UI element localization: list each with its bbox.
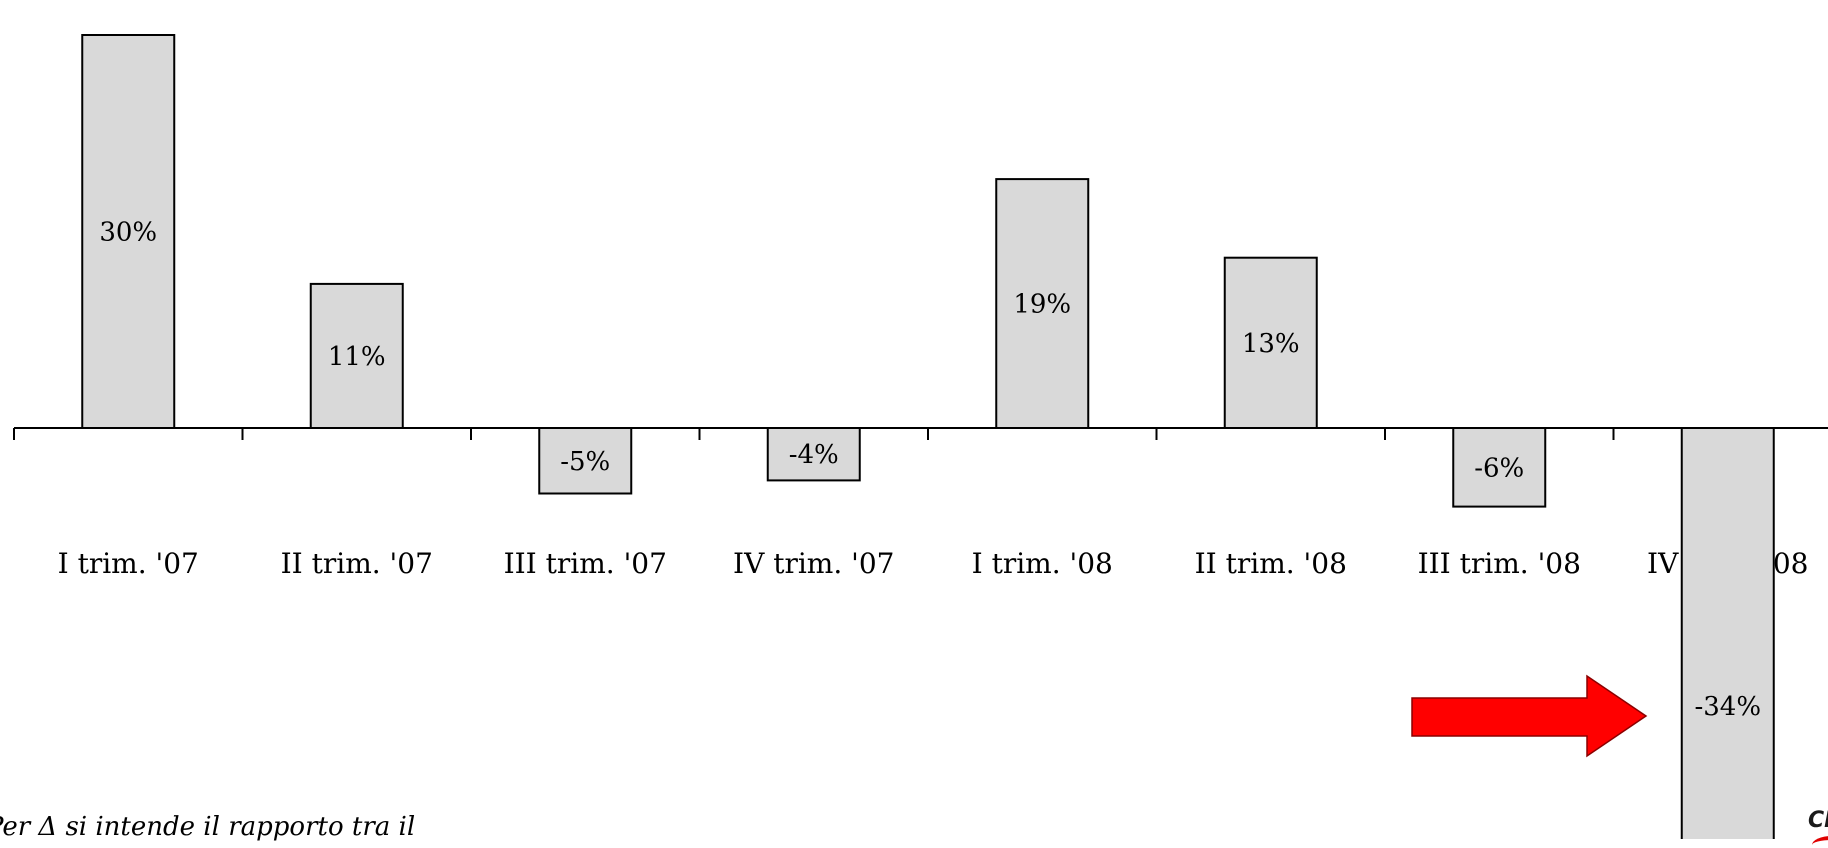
data-label: -4% xyxy=(789,440,839,470)
x-tick-label: III trim. '07 xyxy=(504,547,667,580)
annotation-layer xyxy=(1411,674,1648,758)
bar xyxy=(995,178,1090,429)
labels-layer: 30% 11% -5% -4% 19% 13% -6% -34% xyxy=(99,218,1761,723)
x-tick-label: II trim. '07 xyxy=(281,547,433,580)
axis-layer: I trim. '07 II trim. '07 III trim. '07 IV t… xyxy=(13,427,1828,580)
data-label: -34% xyxy=(1694,692,1761,722)
bar xyxy=(1223,256,1318,430)
bar xyxy=(766,427,861,482)
data-label: -5% xyxy=(560,447,610,477)
bar xyxy=(1452,427,1547,508)
bar xyxy=(538,427,633,495)
data-label: -6% xyxy=(1474,453,1524,483)
bar xyxy=(81,34,176,429)
bar xyxy=(1680,427,1775,839)
x-tick-label: II trim. '08 xyxy=(1195,547,1347,580)
bar xyxy=(309,282,404,429)
logo-text: CL xyxy=(1808,808,1828,833)
data-label: 30% xyxy=(99,218,157,248)
data-label: 19% xyxy=(1013,290,1071,320)
logo-swoosh-icon xyxy=(1812,836,1828,848)
logo: CL xyxy=(1808,808,1828,848)
red-arrow-icon xyxy=(1411,674,1648,758)
x-tick-label: I trim. '07 xyxy=(58,547,199,580)
x-tick-label: I trim. '08 xyxy=(972,547,1113,580)
footnote: Per Δ si intende il rapporto tra il xyxy=(0,812,416,842)
x-tick-label: IV trim. '07 xyxy=(733,547,894,580)
data-label: 13% xyxy=(1242,329,1300,359)
x-tick-label: III trim. '08 xyxy=(1418,547,1581,580)
data-label: 11% xyxy=(328,342,386,372)
bars-layer xyxy=(81,34,1775,839)
